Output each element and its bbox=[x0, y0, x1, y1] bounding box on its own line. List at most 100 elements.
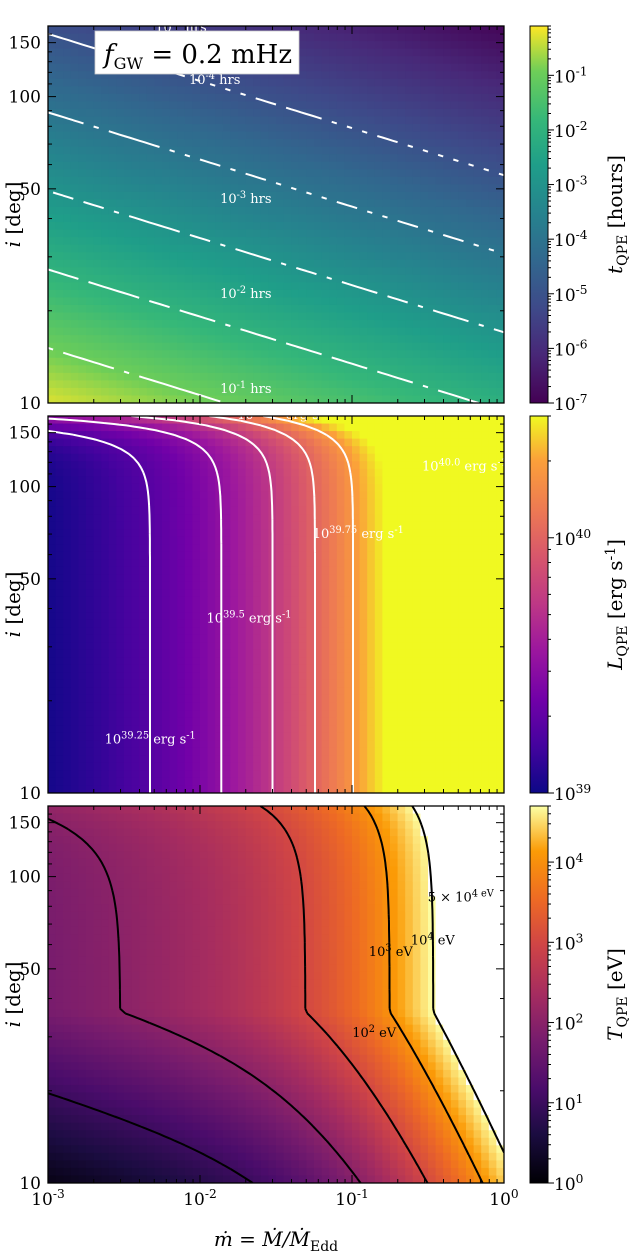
heatmap-cell bbox=[329, 101, 338, 110]
heatmap-cell bbox=[412, 387, 421, 397]
heatmap-cell bbox=[268, 169, 277, 178]
heatmap-cell bbox=[359, 184, 368, 193]
heatmap-cell bbox=[177, 93, 186, 102]
heatmap-cell bbox=[283, 237, 292, 246]
heatmap-cell bbox=[177, 574, 186, 583]
heatmap-cell bbox=[86, 304, 95, 314]
heatmap-cell bbox=[93, 627, 102, 636]
heatmap-cell bbox=[298, 468, 307, 477]
heatmap-cell bbox=[283, 544, 292, 553]
heatmap-cell bbox=[382, 289, 391, 299]
heatmap-cell bbox=[382, 101, 391, 110]
heatmap-cell bbox=[139, 536, 148, 545]
heatmap-cell bbox=[245, 214, 254, 223]
heatmap-cell bbox=[488, 244, 497, 253]
heatmap-cell bbox=[344, 71, 353, 80]
heatmap-cell bbox=[481, 131, 490, 140]
heatmap-cell bbox=[154, 206, 163, 216]
heatmap-cell bbox=[184, 161, 193, 170]
heatmap-cell bbox=[124, 536, 133, 545]
heatmap-cell bbox=[359, 380, 368, 389]
heatmap-cell bbox=[177, 453, 186, 462]
heatmap-cell bbox=[162, 702, 171, 711]
heatmap-cell bbox=[276, 372, 285, 381]
heatmap-cell bbox=[466, 327, 475, 336]
heatmap-cell bbox=[466, 86, 475, 95]
heatmap-cell bbox=[230, 93, 239, 102]
heatmap-cell bbox=[344, 372, 353, 381]
heatmap-cell bbox=[55, 642, 64, 651]
heatmap-cell bbox=[435, 395, 444, 403]
heatmap-cell bbox=[131, 71, 140, 80]
heatmap-cell bbox=[458, 380, 467, 389]
heatmap-cell bbox=[177, 372, 186, 381]
heatmap-cell bbox=[260, 740, 269, 749]
heatmap-cell bbox=[473, 48, 482, 57]
heatmap-cell bbox=[55, 732, 64, 741]
heatmap-cell bbox=[101, 747, 110, 756]
heatmap-cell bbox=[291, 657, 300, 666]
heatmap-cell bbox=[359, 395, 368, 403]
heatmap-cell bbox=[154, 320, 163, 329]
heatmap-cell bbox=[488, 71, 497, 80]
heatmap-cell bbox=[496, 244, 504, 253]
heatmap-cell bbox=[93, 252, 102, 261]
heatmap-cell bbox=[192, 619, 201, 628]
heatmap-cell bbox=[488, 327, 497, 336]
heatmap-cell bbox=[184, 191, 193, 201]
heatmap-cell bbox=[116, 335, 125, 344]
heatmap-cell bbox=[184, 453, 193, 462]
heatmap-cell bbox=[131, 267, 140, 276]
heatmap-cell bbox=[162, 740, 171, 749]
heatmap-cell bbox=[215, 139, 224, 148]
heatmap-cell bbox=[154, 461, 163, 470]
heatmap-cell bbox=[116, 342, 125, 351]
heatmap-cell bbox=[496, 48, 504, 57]
heatmap-cell bbox=[63, 26, 72, 35]
heatmap-cell bbox=[222, 717, 231, 726]
heatmap-cell bbox=[458, 131, 467, 140]
heatmap-cell bbox=[215, 521, 224, 530]
heatmap-cell bbox=[215, 154, 224, 163]
heatmap-cell bbox=[276, 559, 285, 568]
heatmap-cell bbox=[162, 169, 171, 178]
heatmap-cell bbox=[108, 506, 117, 515]
heatmap-cell bbox=[70, 41, 79, 50]
heatmap-cell bbox=[420, 214, 429, 223]
heatmap-cell bbox=[108, 222, 117, 231]
heatmap-cell bbox=[428, 154, 437, 163]
heatmap-cell bbox=[184, 71, 193, 80]
heatmap-cell bbox=[200, 544, 209, 553]
heatmap-cell bbox=[78, 259, 87, 268]
heatmap-cell bbox=[298, 161, 307, 170]
heatmap-cell bbox=[336, 395, 345, 403]
heatmap-cell bbox=[55, 26, 64, 35]
heatmap-cell bbox=[101, 710, 110, 719]
heatmap-cell bbox=[131, 747, 140, 756]
heatmap-cell bbox=[245, 304, 254, 314]
heatmap-cell bbox=[230, 395, 239, 403]
heatmap-cell bbox=[108, 446, 117, 455]
heatmap-cell bbox=[238, 199, 247, 208]
heatmap-cell bbox=[253, 199, 262, 208]
heatmap-cell bbox=[306, 380, 315, 389]
heatmap-cell bbox=[458, 93, 467, 102]
heatmap-cell bbox=[397, 169, 406, 178]
heatmap-cell bbox=[298, 694, 307, 704]
heatmap-cell bbox=[154, 702, 163, 711]
heatmap-cell bbox=[86, 747, 95, 756]
heatmap-cell bbox=[124, 581, 133, 591]
heatmap-cell bbox=[184, 710, 193, 719]
heatmap-cell bbox=[473, 237, 482, 246]
heatmap-cell bbox=[488, 380, 497, 389]
heatmap-cell bbox=[86, 649, 95, 658]
heatmap-cell bbox=[291, 664, 300, 673]
heatmap-cell bbox=[336, 206, 345, 216]
heatmap-cell bbox=[116, 574, 125, 583]
heatmap-cell bbox=[245, 350, 254, 359]
heatmap-cell bbox=[283, 446, 292, 455]
heatmap-cell bbox=[162, 282, 171, 291]
heatmap-cell bbox=[139, 71, 148, 80]
heatmap-cell bbox=[93, 642, 102, 651]
